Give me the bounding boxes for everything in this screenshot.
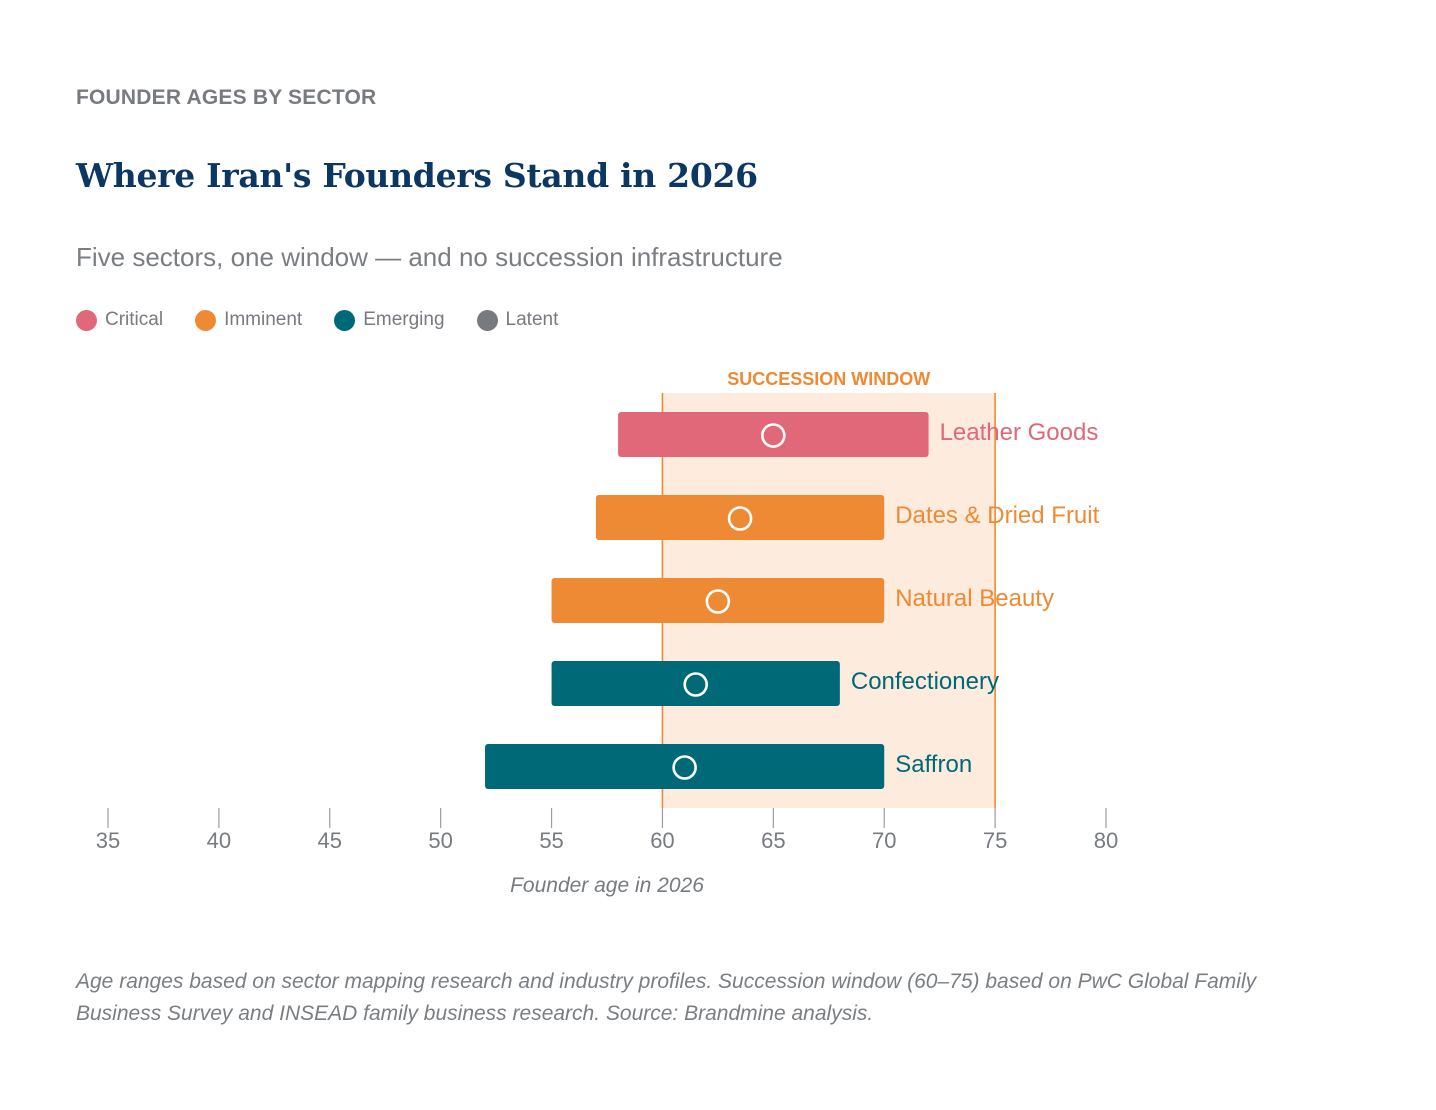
bar-label-confectionery: Confectionery <box>851 668 999 695</box>
bar-label-natural-beauty: Natural Beauty <box>895 585 1054 612</box>
legend-item-critical: Critical <box>76 309 163 331</box>
legend-label-imminent: Imminent <box>224 309 303 330</box>
median-marker-dates-dried-fruit <box>727 506 753 531</box>
x-tick-label-65: 65 <box>761 828 785 853</box>
legend-label-emerging: Emerging <box>363 309 445 330</box>
bar-label-dates-dried-fruit: Dates & Dried Fruit <box>895 502 1099 529</box>
legend-item-imminent: Imminent <box>195 309 302 331</box>
x-tick-label-60: 60 <box>650 828 674 853</box>
bar-label-leather-goods: Leather Goods <box>940 419 1099 446</box>
legend-swatch-critical <box>76 309 97 331</box>
succession-window-label: SUCCESSION WINDOW <box>727 369 930 389</box>
range-bar-chart: SUCCESSION WINDOW Leather Goods Dates & Dr… <box>96 369 1118 897</box>
x-tick-label-50: 50 <box>428 828 452 853</box>
median-marker-natural-beauty <box>705 589 731 614</box>
footnote: Age ranges based on sector mapping resea… <box>76 970 1257 1025</box>
legend-swatch-latent <box>476 309 498 331</box>
legend-swatch-emerging <box>334 309 356 331</box>
range-bar-leather-goods <box>618 412 929 457</box>
x-tick-label-80: 80 <box>1094 828 1118 853</box>
range-bar-saffron <box>485 744 885 789</box>
range-bar-dates-dried-fruit <box>595 495 885 540</box>
chart-subtitle: Five sectors, one window — and no succes… <box>76 242 783 272</box>
range-bar-confectionery <box>551 661 840 706</box>
chart-kicker: FOUNDER AGES BY SECTOR <box>76 86 377 109</box>
legend: Critical Imminent Emerging Latent <box>76 309 590 331</box>
bar-label-saffron: Saffron <box>895 751 972 778</box>
x-tick-label-55: 55 <box>539 828 563 853</box>
legend-swatch-imminent <box>195 309 217 331</box>
legend-label-latent: Latent <box>505 309 559 330</box>
chart-title: Where Iran's Founders Stand in 2026 <box>76 156 758 195</box>
x-tick-label-70: 70 <box>872 828 896 853</box>
x-tick-label-75: 75 <box>983 828 1007 853</box>
x-tick-label-35: 35 <box>96 828 120 853</box>
median-marker-leather-goods <box>761 423 786 448</box>
x-tick-label-45: 45 <box>318 828 342 853</box>
median-marker-confectionery <box>683 672 709 697</box>
x-tick-label-40: 40 <box>207 828 231 853</box>
range-bar-natural-beauty <box>551 578 885 623</box>
median-marker-saffron <box>672 755 697 780</box>
legend-label-critical: Critical <box>105 309 164 330</box>
legend-item-latent: Latent <box>476 309 559 331</box>
legend-item-emerging: Emerging <box>334 309 445 331</box>
x-axis-label: Founder age in 2026 <box>510 874 704 897</box>
